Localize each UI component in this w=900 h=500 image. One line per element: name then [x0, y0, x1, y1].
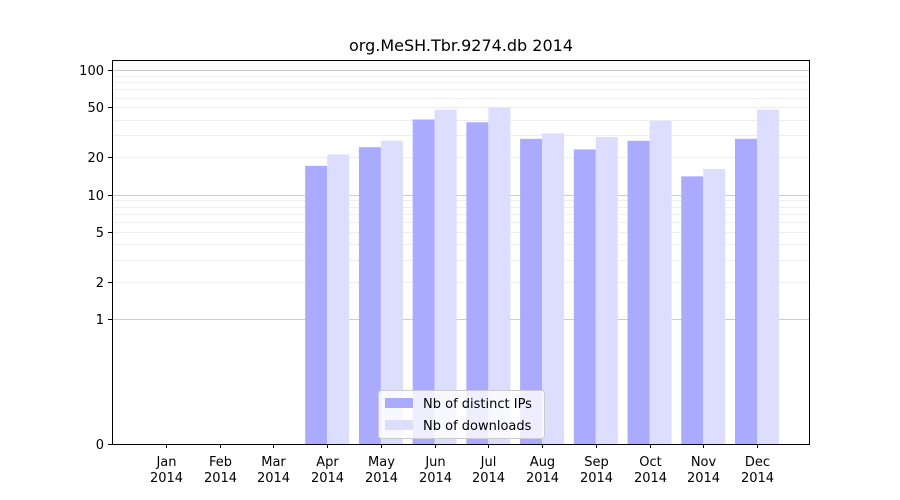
y-tick-label: 10	[87, 189, 104, 204]
x-tick-label-month: Nov	[691, 455, 717, 470]
bar-ips-jul	[466, 122, 489, 445]
bar-ips-may	[358, 147, 381, 444]
legend-label-downloads: Nb of downloads	[423, 419, 532, 434]
bar-ips-sep	[573, 149, 596, 444]
x-tick-label-month: Jan	[155, 455, 176, 470]
y-axis: 0 1 2 5 10 20 50 100	[79, 64, 112, 453]
bar-downloads-apr	[327, 154, 350, 444]
x-tick-label-year: 2014	[204, 471, 237, 486]
x-tick-label-year: 2014	[472, 471, 505, 486]
x-tick-label-month: Aug	[530, 455, 555, 470]
x-tick-label-year: 2014	[150, 471, 183, 486]
legend-swatch-ips	[385, 398, 413, 408]
legend-box	[378, 390, 545, 439]
x-tick-label-month: Dec	[745, 455, 770, 470]
bar-downloads-may	[380, 140, 403, 444]
y-tick-label: 50	[87, 101, 104, 116]
x-tick-label-month: Apr	[316, 455, 339, 470]
bar-downloads-jun	[434, 109, 457, 444]
x-tick-label-year: 2014	[526, 471, 559, 486]
chart-title: org.MeSH.Tbr.9274.db 2014	[349, 36, 573, 55]
y-tick-label: 100	[79, 64, 104, 79]
x-tick-label-month: Sep	[584, 455, 609, 470]
legend: Nb of distinct IPs Nb of downloads	[378, 390, 545, 439]
x-tick-label-year: 2014	[580, 471, 613, 486]
x-tick-label-month: Jun	[424, 455, 445, 470]
legend-swatch-downloads	[385, 420, 413, 430]
x-tick-label-year: 2014	[634, 471, 667, 486]
plot-frame	[112, 60, 810, 445]
y-tick-label: 20	[87, 151, 104, 166]
bar-downloads-oct	[649, 120, 672, 444]
y-tick-label: 2	[96, 276, 104, 291]
x-tick-label-year: 2014	[419, 471, 452, 486]
bar-downloads-nov	[703, 169, 726, 444]
bar-ips-oct	[627, 140, 650, 444]
x-axis: Jan2014Feb2014Mar2014Apr2014May2014Jun20…	[150, 444, 774, 486]
y-tick-label: 0	[96, 438, 104, 453]
x-tick-label-year: 2014	[365, 471, 398, 486]
bars	[305, 107, 779, 445]
x-tick-label-year: 2014	[741, 471, 774, 486]
y-tick-label: 5	[96, 226, 104, 241]
x-tick-label-month: May	[368, 455, 395, 470]
bar-downloads-jul	[488, 107, 511, 445]
bar-downloads-dec	[757, 109, 779, 444]
x-tick-label-month: Feb	[209, 455, 232, 470]
x-tick-label-year: 2014	[257, 471, 290, 486]
x-tick-label-month: Oct	[639, 455, 661, 470]
bar-ips-nov	[681, 176, 704, 444]
legend-label-ips: Nb of distinct IPs	[423, 397, 532, 412]
bar-downloads-aug	[542, 133, 565, 444]
x-tick-label-year: 2014	[687, 471, 720, 486]
bar-downloads-sep	[595, 136, 618, 445]
x-tick-label-month: Mar	[261, 455, 286, 470]
x-tick-label-year: 2014	[311, 471, 344, 486]
y-tick-label: 1	[96, 313, 104, 328]
bar-ips-apr	[305, 165, 328, 444]
bar-ips-jun	[412, 119, 435, 444]
x-tick-label-month: Jul	[480, 455, 497, 470]
bar-ips-dec	[735, 138, 757, 444]
bar-ips-aug	[520, 138, 543, 444]
